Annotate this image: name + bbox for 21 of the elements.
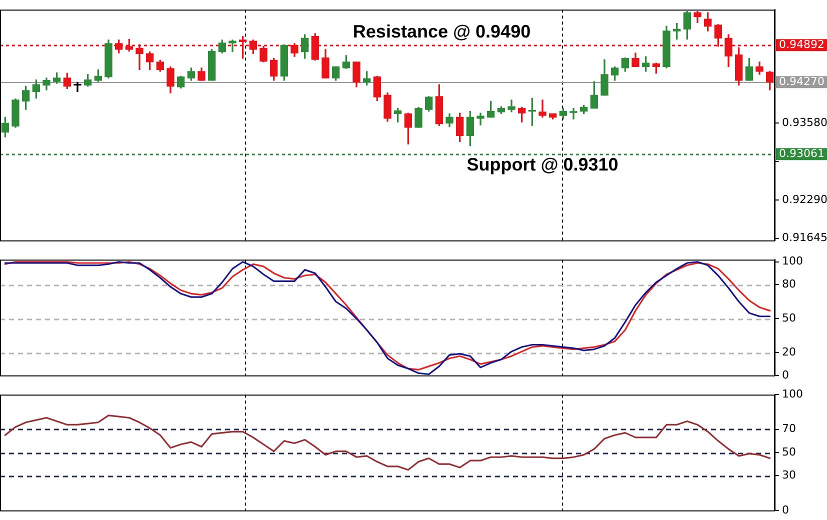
candlestick [570, 108, 578, 120]
ref-line-label: 0.94270 [779, 75, 824, 88]
y-tick-label: 100 [782, 387, 803, 400]
y-tick-label: 100 [782, 254, 803, 268]
y-tick-label: 0.93580 [782, 116, 827, 130]
y-tick-label: 0 [782, 503, 789, 516]
annotation: Resistance @ 0.9490 [352, 22, 531, 42]
y-tick-label: 50 [782, 311, 796, 324]
y-tick-label: 0.92290 [782, 192, 827, 206]
y-tick-label: 50 [782, 445, 796, 458]
candlestick [74, 82, 82, 92]
ref-line-label: 0.93061 [779, 146, 824, 160]
y-tick-label: 0.91645 [782, 231, 827, 244]
y-tick-label: 0 [782, 368, 789, 382]
y-tick-label: 80 [782, 277, 796, 290]
y-tick-label: 70 [782, 422, 796, 436]
annotation: Support @ 0.9310 [466, 154, 618, 175]
y-tick-label: 30 [782, 468, 796, 482]
y-tick-label: 20 [782, 346, 796, 359]
ref-line-label: 0.94892 [779, 38, 824, 52]
candlestick [538, 100, 546, 118]
